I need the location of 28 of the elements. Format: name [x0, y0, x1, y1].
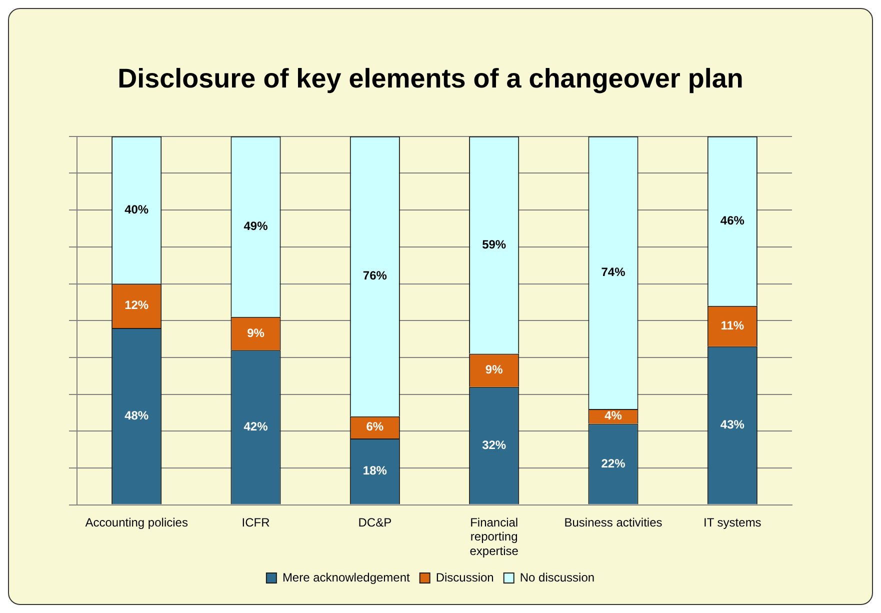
data-label: 12%: [124, 298, 149, 312]
legend-label: Mere acknowledgement: [282, 570, 411, 584]
data-label: 76%: [362, 268, 388, 283]
x-tick-label: DC&P: [358, 515, 392, 530]
data-label: 32%: [482, 438, 506, 452]
data-label: 40%: [124, 202, 149, 216]
data-label: 49%: [244, 218, 268, 233]
data-label: 74%: [601, 265, 626, 280]
legend-label: No discussion: [520, 570, 595, 584]
data-label: 11%: [720, 318, 744, 332]
data-label: 9%: [485, 362, 504, 377]
data-label: 9%: [247, 326, 265, 340]
data-label: 43%: [720, 418, 745, 432]
data-label: 22%: [601, 456, 626, 470]
x-tick-label: IT systems: [704, 515, 762, 530]
data-label: 4%: [604, 408, 622, 423]
data-label: 18%: [362, 464, 388, 478]
data-label: 6%: [366, 420, 384, 434]
x-tick-label: Business activities: [564, 515, 662, 530]
x-tick-label: Financial reporting expertise: [470, 515, 519, 558]
data-label: 46%: [720, 213, 745, 228]
chart-title: Disclosure of key elements of a changeover plan: [118, 64, 744, 94]
data-label: 48%: [124, 408, 149, 422]
legend-label: Discussion: [436, 570, 494, 584]
x-tick-label: ICFR: [242, 515, 270, 530]
x-tick-label: Accounting policies: [85, 515, 188, 530]
data-label: 42%: [244, 420, 268, 434]
data-label: 59%: [482, 237, 506, 252]
